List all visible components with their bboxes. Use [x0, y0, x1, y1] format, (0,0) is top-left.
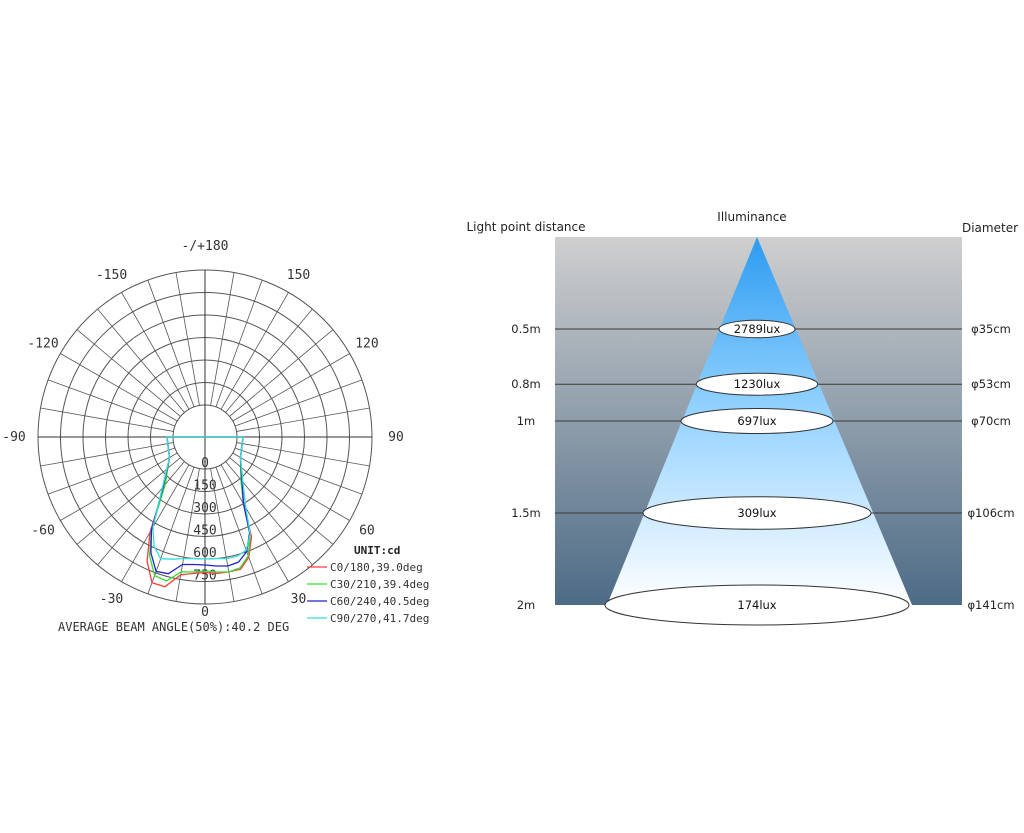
diameter-label: φ53cm	[971, 377, 1011, 391]
polar-spoke	[225, 461, 313, 566]
polar-spoke	[147, 279, 195, 408]
polar-spoke	[220, 464, 289, 582]
polar-angle-label: 60	[359, 524, 375, 539]
header-diameter: Diameter	[962, 221, 1018, 235]
polar-spoke	[40, 442, 174, 467]
legend-label: C90/270,41.7deg	[330, 612, 429, 625]
legend-label: C0/180,39.0deg	[330, 561, 423, 574]
polar-radial-label: 150	[193, 479, 216, 494]
polar-spoke	[229, 329, 334, 417]
polar-spoke	[234, 447, 363, 495]
polar-series	[146, 436, 253, 588]
header-distance: Light point distance	[466, 220, 585, 234]
lux-label: 309lux	[737, 506, 776, 520]
distance-label: 0.8m	[511, 377, 541, 391]
legend-label: C30/210,39.4deg	[330, 578, 429, 591]
lux-label: 697lux	[737, 414, 776, 428]
polar-spoke	[210, 272, 235, 406]
lux-label: 2789lux	[734, 322, 781, 336]
polar-angle-label: -150	[96, 268, 127, 283]
illuminance-chart: 2789lux 0.5m φ35cm 1230lux 0.8m φ53cm 697lux 1m…	[466, 210, 1018, 626]
polar-spoke	[97, 461, 185, 566]
polar-spoke	[121, 464, 190, 582]
polar-angle-label: -/+180	[182, 239, 229, 254]
polar-spoke	[232, 452, 350, 521]
polar-spoke	[234, 379, 363, 427]
beam-ellipse	[718, 319, 796, 339]
polar-radial-label: 0	[201, 456, 209, 471]
polar-angle-label: 0	[201, 605, 209, 620]
polar-spoke	[232, 353, 350, 422]
polar-spoke	[121, 292, 190, 410]
polar-spoke	[76, 457, 181, 545]
polar-spoke	[175, 272, 200, 406]
polar-spoke	[236, 407, 370, 432]
polar-angle-label: -30	[100, 592, 123, 607]
beam-ellipse	[695, 372, 819, 396]
polar-angle-label: 120	[355, 337, 378, 352]
distance-label: 1.5m	[511, 506, 541, 520]
polar-spoke	[175, 468, 200, 602]
polar-spoke	[60, 353, 178, 422]
polar-angle-label: 150	[287, 268, 310, 283]
polar-angle-label: 90	[388, 430, 404, 445]
polar-spoke	[76, 329, 181, 417]
distance-label: 2m	[517, 598, 536, 612]
polar-angle-labels: -/+180-150 150-120 120-90 90-60 60-30 300	[2, 239, 404, 620]
polar-spoke	[60, 452, 178, 521]
distance-label: 0.5m	[511, 322, 541, 336]
polar-legend: C0/180,39.0deg C30/210,39.4deg C60/240,40.…	[307, 561, 429, 625]
polar-spoke	[229, 457, 334, 545]
beam-ellipse	[604, 584, 910, 626]
lux-label: 1230lux	[734, 377, 781, 391]
diameter-label: φ70cm	[971, 414, 1011, 428]
polar-angle-label: -120	[27, 337, 58, 352]
polar-spoke	[47, 447, 176, 495]
polar-spoke	[47, 379, 176, 427]
polar-radial-label: 600	[193, 546, 216, 561]
polar-spoke	[236, 442, 370, 467]
header-illuminance: Illuminance	[717, 210, 786, 224]
diameter-label: φ35cm	[971, 322, 1011, 336]
polar-spoke	[225, 308, 313, 413]
polar-spoke	[215, 466, 263, 595]
diameter-label: φ106cm	[967, 506, 1014, 520]
polar-spoke	[215, 279, 263, 408]
polar-angle-label: -60	[31, 524, 54, 539]
polar-spoke	[97, 308, 185, 413]
diameter-label: φ141cm	[967, 598, 1014, 612]
polar-spoke	[210, 468, 235, 602]
polar-angle-label: 30	[291, 592, 307, 607]
cone-levels: 2789lux 0.5m φ35cm 1230lux 0.8m φ53cm 697lux 1m…	[511, 319, 1015, 626]
polar-radial-label: 300	[193, 501, 216, 516]
polar-radial-labels: 0 150 300 450 600 750	[193, 456, 216, 584]
polar-angle-label: -90	[2, 430, 25, 445]
legend-label: C60/240,40.5deg	[330, 595, 429, 608]
distance-label: 1m	[517, 414, 536, 428]
beam-ellipse	[680, 408, 834, 434]
polar-spoke	[220, 292, 289, 410]
polar-spoke	[40, 407, 174, 432]
lux-label: 174lux	[737, 598, 776, 612]
beam-angle-footer: AVERAGE BEAM ANGLE(50%):40.2 DEG	[58, 620, 289, 634]
polar-spoke	[147, 466, 195, 595]
polar-series-curve-3	[152, 436, 251, 560]
polar-radial-label: 450	[193, 524, 216, 539]
unit-label: UNIT:cd	[354, 544, 400, 557]
beam-ellipse	[642, 496, 872, 530]
polar-radial-label: 750	[193, 569, 216, 584]
polar-chart: -/+180-150 150-120 120-90 90-60 60-30 300 015…	[2, 239, 429, 634]
